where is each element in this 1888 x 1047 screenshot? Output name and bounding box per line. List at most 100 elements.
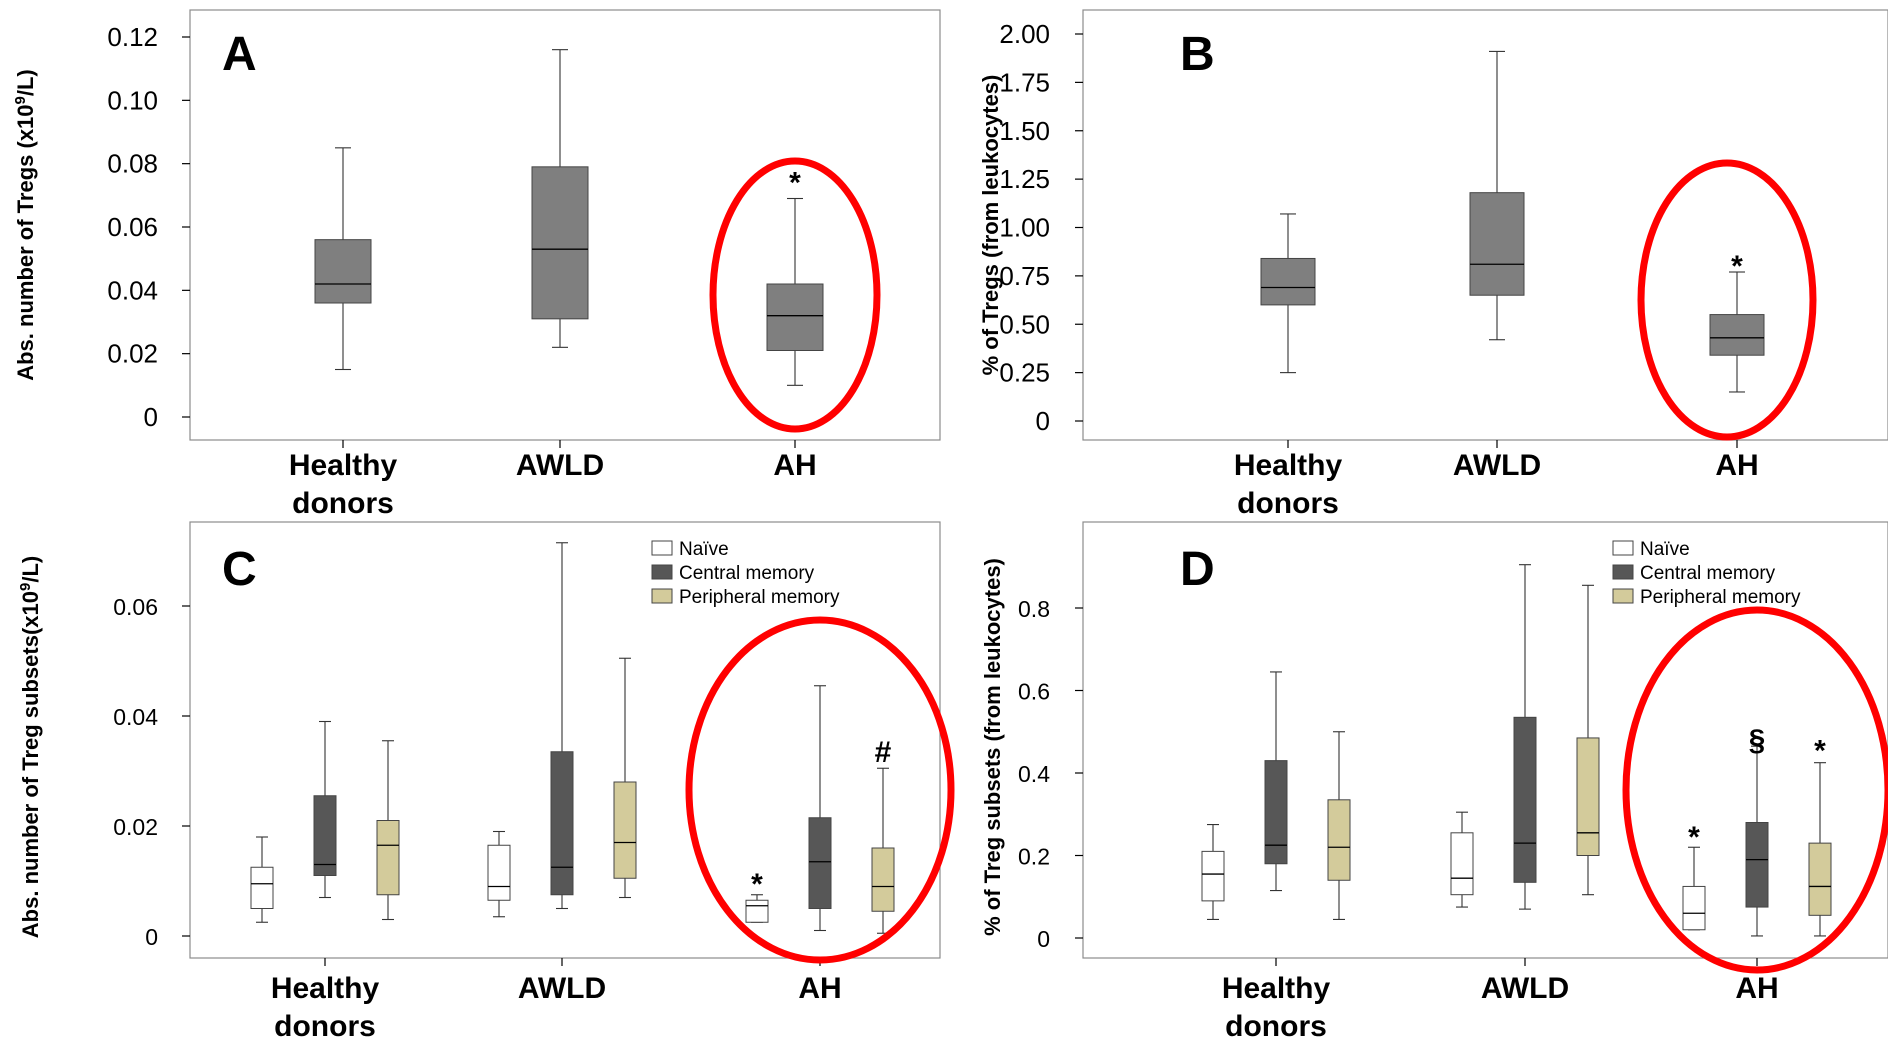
- box-body: [1808, 842, 1832, 916]
- box-central-memory-0: [313, 720, 337, 899]
- y-tick-label: 1.00: [999, 213, 1050, 243]
- category-label: AH: [1715, 449, 1758, 482]
- box-body: [250, 866, 274, 909]
- plot-frame: [189, 521, 941, 959]
- category-label: Healthy donors: [1222, 972, 1331, 1043]
- legend-swatch: [651, 564, 673, 580]
- significance-marker: *: [789, 167, 801, 200]
- legend: Naïve Central memory Peripheral memory: [651, 539, 840, 608]
- category-label: Healthy donors: [1234, 449, 1343, 520]
- y-tick-label: 1.50: [999, 116, 1050, 146]
- box-treg-0: [1260, 213, 1316, 374]
- box-body: [1264, 760, 1288, 865]
- box-body: [313, 795, 337, 876]
- significance-marker: §: [1749, 724, 1766, 757]
- significance-marker: *: [1814, 734, 1826, 767]
- y-tick-label: 1.25: [999, 164, 1050, 194]
- box-body: [314, 239, 372, 304]
- box-body: [1260, 257, 1316, 306]
- box-body: [766, 283, 824, 351]
- box-body: [487, 844, 511, 901]
- box-body: [1469, 192, 1525, 296]
- y-tick-label: 0.06: [113, 594, 158, 620]
- category-label: Healthy donors: [289, 449, 398, 520]
- highlight-ellipse: [1637, 159, 1817, 441]
- box-body: [1745, 822, 1769, 908]
- y-tick-label: 0.50: [999, 309, 1050, 339]
- legend-label: Peripheral memory: [1640, 587, 1801, 608]
- panel-c: 0 0.02 0.04 0.06 Abs. number of Treg subsets…: [17, 521, 955, 1043]
- panel-letter: C: [222, 543, 257, 596]
- category-label: AWLD: [1481, 972, 1569, 1005]
- legend-swatch: [1612, 588, 1634, 604]
- y-tick-label: 0.10: [107, 85, 158, 115]
- category-label: AWLD: [516, 449, 604, 482]
- box-body: [1682, 885, 1706, 931]
- box-body: [531, 166, 589, 320]
- box-central-memory-1: [1513, 564, 1537, 910]
- y-tick-label: 0: [1037, 926, 1050, 952]
- box-peripheral-memory-2: [871, 767, 895, 934]
- box-body: [1327, 799, 1351, 881]
- plot-frame: [189, 9, 941, 441]
- box-na-ve-2: [745, 894, 769, 923]
- box-body: [745, 899, 769, 923]
- significance-marker: *: [1688, 821, 1700, 854]
- box-treg-1: [1469, 50, 1525, 341]
- box-peripheral-memory-2: [1808, 762, 1832, 937]
- box-peripheral-memory-0: [1327, 731, 1351, 920]
- y-tick-label: 0.06: [107, 212, 158, 242]
- box-treg-2: [766, 197, 824, 386]
- panel-letter: B: [1180, 28, 1215, 81]
- category-label: Healthy donors: [271, 972, 380, 1043]
- y-tick-label: 0.02: [107, 339, 158, 369]
- box-na-ve-1: [487, 830, 511, 918]
- y-tick-label: 0.02: [113, 814, 158, 840]
- box-body: [808, 817, 832, 909]
- y-tick-label: 0: [144, 402, 158, 432]
- box-body: [550, 751, 574, 896]
- panel-a: 0 0.02 0.04 0.06 0.08 0.10 0.12 Abs. number of …: [12, 9, 941, 520]
- box-treg-0: [314, 147, 372, 371]
- box-central-memory-2: [1745, 745, 1769, 937]
- y-axis-label: % of Treg subsets (from leukocytes): [980, 558, 1005, 936]
- panel-letter: D: [1180, 543, 1215, 596]
- y-tick-label: 0.12: [107, 22, 158, 52]
- y-tick-label: 1.75: [999, 67, 1050, 97]
- highlight-ellipse: [1622, 606, 1888, 974]
- legend-label: Naïve: [679, 539, 729, 560]
- legend-swatch: [651, 540, 673, 556]
- box-body: [1576, 737, 1600, 856]
- box-body: [1450, 832, 1474, 896]
- box-peripheral-memory-1: [613, 657, 637, 899]
- y-tick-label: 0: [1036, 406, 1050, 436]
- significance-marker: *: [751, 868, 763, 901]
- box-na-ve-2: [1682, 846, 1706, 931]
- category-label: AWLD: [1453, 449, 1541, 482]
- legend-swatch: [1612, 564, 1634, 580]
- y-tick-label: 0.08: [107, 149, 158, 179]
- box-body: [1201, 850, 1225, 902]
- y-tick-label: 0.4: [1018, 761, 1050, 787]
- box-central-memory-2: [808, 685, 832, 932]
- plot-frame: [1082, 9, 1888, 441]
- y-tick-label: 0.25: [999, 358, 1050, 388]
- legend-label: Central memory: [679, 563, 815, 584]
- box-body: [376, 820, 400, 896]
- legend-label: Peripheral memory: [679, 587, 840, 608]
- legend-label: Naïve: [1640, 539, 1690, 560]
- significance-marker: #: [875, 736, 892, 769]
- box-central-memory-0: [1264, 671, 1288, 892]
- panel-letter: A: [222, 28, 257, 81]
- box-body: [613, 781, 637, 879]
- y-tick-label: 0.8: [1018, 596, 1050, 622]
- y-tick-label: 0.04: [113, 704, 158, 730]
- box-treg-2: [1709, 271, 1765, 393]
- y-tick-label: 0.75: [999, 261, 1050, 291]
- y-tick-label: 0: [145, 924, 158, 950]
- category-label: AH: [1735, 972, 1778, 1005]
- box-body: [1513, 716, 1537, 883]
- significance-marker: *: [1731, 250, 1743, 283]
- legend-swatch: [651, 588, 673, 604]
